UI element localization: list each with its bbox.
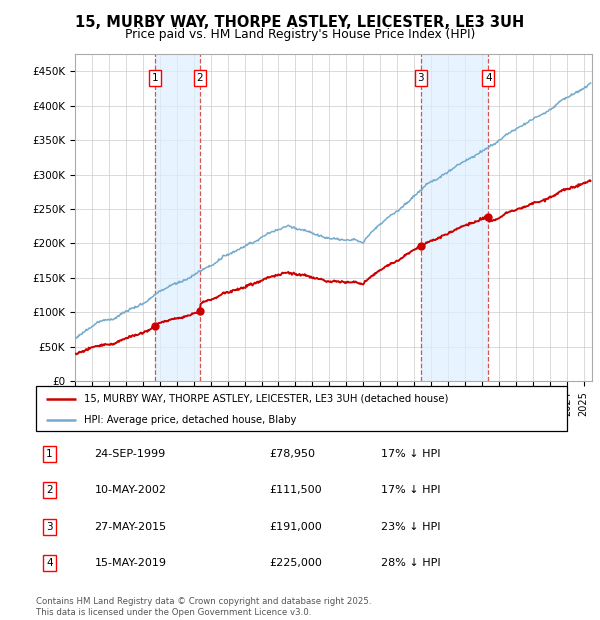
Text: 17% ↓ HPI: 17% ↓ HPI — [381, 449, 440, 459]
Text: 27-MAY-2015: 27-MAY-2015 — [94, 521, 167, 532]
Text: Contains HM Land Registry data © Crown copyright and database right 2025.
This d: Contains HM Land Registry data © Crown c… — [36, 598, 371, 617]
Text: 1: 1 — [46, 449, 53, 459]
Text: 24-SEP-1999: 24-SEP-1999 — [94, 449, 166, 459]
Text: 28% ↓ HPI: 28% ↓ HPI — [381, 558, 441, 568]
Text: £225,000: £225,000 — [269, 558, 323, 568]
Text: 15, MURBY WAY, THORPE ASTLEY, LEICESTER, LE3 3UH (detached house): 15, MURBY WAY, THORPE ASTLEY, LEICESTER,… — [84, 394, 448, 404]
Text: 10-MAY-2002: 10-MAY-2002 — [94, 485, 166, 495]
Text: £111,500: £111,500 — [269, 485, 322, 495]
Text: HPI: Average price, detached house, Blaby: HPI: Average price, detached house, Blab… — [84, 415, 296, 425]
Text: Price paid vs. HM Land Registry's House Price Index (HPI): Price paid vs. HM Land Registry's House … — [125, 28, 475, 41]
Text: 15-MAY-2019: 15-MAY-2019 — [94, 558, 166, 568]
Text: 4: 4 — [46, 558, 53, 568]
Bar — [155, 54, 200, 381]
Bar — [421, 54, 488, 381]
Text: 2: 2 — [196, 73, 203, 83]
Text: 1: 1 — [152, 73, 158, 83]
Text: 3: 3 — [418, 73, 424, 83]
Text: £191,000: £191,000 — [269, 521, 322, 532]
Text: £78,950: £78,950 — [269, 449, 316, 459]
Text: 2: 2 — [46, 485, 53, 495]
Text: 4: 4 — [485, 73, 491, 83]
Text: 15, MURBY WAY, THORPE ASTLEY, LEICESTER, LE3 3UH: 15, MURBY WAY, THORPE ASTLEY, LEICESTER,… — [76, 15, 524, 30]
Text: 3: 3 — [46, 521, 53, 532]
Text: 17% ↓ HPI: 17% ↓ HPI — [381, 485, 440, 495]
Text: 23% ↓ HPI: 23% ↓ HPI — [381, 521, 440, 532]
